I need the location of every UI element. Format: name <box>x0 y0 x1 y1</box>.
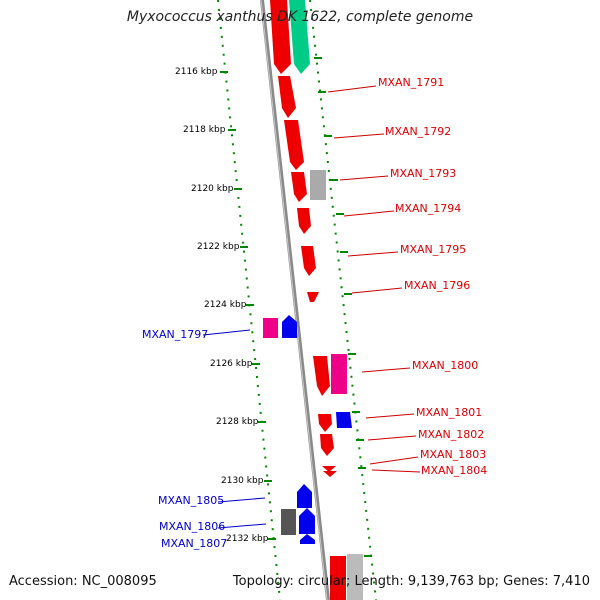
gene-label-mxan-1802[interactable]: MXAN_1802 <box>418 428 485 441</box>
gene-label-mxan-1803[interactable]: MXAN_1803 <box>420 448 487 461</box>
scale-label-2124: 2124 kbp <box>204 300 247 310</box>
scale-label-2116: 2116 kbp <box>175 67 218 77</box>
gene-label-mxan-1791[interactable]: MXAN_1791 <box>378 76 445 89</box>
genome-backbone <box>260 0 330 600</box>
gene-label-mxan-1797[interactable]: MXAN_1797 <box>142 328 209 341</box>
gene-arrow-red <box>318 414 332 432</box>
reverse-leader-lines <box>202 329 267 529</box>
genome-title: Myxococcus xanthus DK 1622, complete gen… <box>126 9 474 25</box>
gene-label-mxan-1796[interactable]: MXAN_1796 <box>404 279 471 292</box>
gene-label-mxan-1807[interactable]: MXAN_1807 <box>161 537 228 550</box>
scale-label-2118: 2118 kbp <box>183 125 226 135</box>
gene-box-gray <box>347 554 363 600</box>
gene-label-mxan-1800[interactable]: MXAN_1800 <box>412 359 479 372</box>
gene-label-mxan-1792[interactable]: MXAN_1792 <box>385 125 452 138</box>
gene-label-mxan-1806[interactable]: MXAN_1806 <box>159 520 226 533</box>
gene-box-dark-gray <box>281 509 296 535</box>
gene-arrow-red <box>323 471 337 477</box>
forward-leader-lines <box>327 85 421 473</box>
gene-arrow-red <box>291 172 307 202</box>
gene-arrow-red <box>322 466 336 472</box>
scale-label-2122: 2122 kbp <box>197 242 240 252</box>
gene-arrow-red <box>320 434 334 456</box>
scale-label-2128: 2128 kbp <box>216 417 259 427</box>
gene-arrow-blue <box>336 412 352 428</box>
gene-arrow-red <box>297 208 311 234</box>
scale-label-2126: 2126 kbp <box>210 359 253 369</box>
accession-text: Accession: NC_008095 <box>9 574 157 589</box>
scale-ticks <box>220 57 372 557</box>
forward-strand-features <box>270 0 363 600</box>
scale-label-2120: 2120 kbp <box>191 184 234 194</box>
scale-label-2130: 2130 kbp <box>221 476 264 486</box>
gene-arrow-red <box>313 356 330 396</box>
gene-label-mxan-1794[interactable]: MXAN_1794 <box>395 202 462 215</box>
gene-box-red <box>330 556 346 600</box>
gene-label-mxan-1793[interactable]: MXAN_1793 <box>390 167 457 180</box>
scale-label-2132: 2132 kbp <box>226 534 269 544</box>
reverse-strand-features <box>263 315 315 544</box>
gene-arrow-blue <box>297 484 312 508</box>
gene-arrow-red <box>301 246 316 276</box>
gene-arrow-red <box>278 76 296 118</box>
gene-box-gray <box>310 170 326 200</box>
gene-label-mxan-1805[interactable]: MXAN_1805 <box>158 494 225 507</box>
outer-dotted-ruler <box>309 0 377 600</box>
gene-box-magenta <box>331 354 347 394</box>
gene-arrow-red <box>284 120 304 170</box>
gene-arrow-teal <box>289 0 310 74</box>
gene-arrow-blue <box>282 315 297 338</box>
gene-arrow-blue <box>300 534 315 544</box>
gene-arrow-red <box>307 292 319 302</box>
genome-summary-text: Topology: circular; Length: 9,139,763 bp… <box>232 574 590 589</box>
gene-arrow-blue <box>299 508 315 534</box>
gene-box-magenta <box>263 318 278 338</box>
gene-label-mxan-1804[interactable]: MXAN_1804 <box>421 464 488 477</box>
gene-arrow-red <box>270 0 291 74</box>
gene-label-mxan-1801[interactable]: MXAN_1801 <box>416 406 483 419</box>
genome-backbone-highlight <box>260 0 328 600</box>
inner-dotted-ruler <box>217 0 281 600</box>
gene-label-mxan-1795[interactable]: MXAN_1795 <box>400 243 467 256</box>
